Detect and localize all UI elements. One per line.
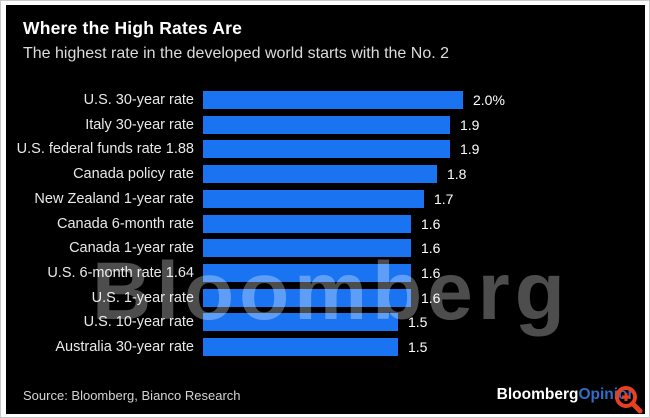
bar — [203, 190, 424, 208]
value-label: 1.6 — [421, 290, 441, 306]
value-label: 1.5 — [408, 314, 428, 330]
category-label: Canada 6-month rate — [56, 216, 194, 232]
bar — [203, 140, 450, 158]
category-label: New Zealand 1-year rate — [34, 191, 194, 207]
category-label: Italy 30-year rate — [85, 117, 194, 133]
category-label: U.S. 6-month rate 1.64 — [47, 265, 194, 281]
value-label: 1.5 — [408, 339, 428, 355]
bar — [203, 91, 463, 109]
bar-row: New Zealand 1-year rate 1.7 — [6, 190, 645, 214]
value-label: 2.0% — [473, 92, 505, 108]
bar-row: U.S. 1-year rate 1.6 — [6, 289, 645, 313]
logo-bloomberg-text: Bloomberg — [496, 386, 579, 403]
bar — [203, 165, 437, 183]
bar-row: Canada 6-month rate 1.6 — [6, 215, 645, 239]
chart-panel: Where the High Rates Are The highest rat… — [6, 5, 645, 414]
value-label: 1.8 — [447, 166, 467, 182]
bar — [203, 116, 450, 134]
value-label: 1.6 — [421, 240, 441, 256]
value-label: 1.6 — [421, 265, 441, 281]
chart-subtitle: The highest rate in the developed world … — [23, 45, 450, 62]
category-label: Canada 1-year rate — [69, 240, 194, 256]
bar-row: Italy 30-year rate 1.9 — [6, 116, 645, 140]
bar-chart: U.S. 30-year rate 2.0% Italy 30-year rat… — [6, 91, 645, 371]
source-note: Source: Bloomberg, Bianco Research — [23, 388, 241, 403]
bar-row: U.S. 10-year rate 1.5 — [6, 313, 645, 337]
zoom-in-button[interactable] — [610, 381, 645, 414]
category-label: U.S. 30-year rate — [83, 92, 194, 108]
category-label: Australia 30-year rate — [55, 339, 194, 355]
category-label: U.S. 1-year rate — [91, 290, 194, 306]
magnifier-plus-icon — [615, 386, 643, 414]
bar-row: U.S. 30-year rate 2.0% — [6, 91, 645, 115]
bar — [203, 289, 411, 307]
bar — [203, 338, 398, 356]
category-label: Canada policy rate — [73, 166, 194, 182]
bar-row: Canada 1-year rate 1.6 — [6, 239, 645, 263]
bar — [203, 215, 411, 233]
bar-row: U.S. 6-month rate 1.64 1.6 — [6, 264, 645, 288]
bar-row: Canada policy rate 1.8 — [6, 165, 645, 189]
bar — [203, 264, 411, 282]
bar — [203, 239, 411, 257]
category-label: U.S. federal funds rate 1.88 — [16, 141, 194, 157]
bar-row: U.S. federal funds rate 1.88 1.9 — [6, 140, 645, 164]
value-label: 1.6 — [421, 216, 441, 232]
bar — [203, 313, 398, 331]
chart-title: Where the High Rates Are — [23, 18, 243, 38]
value-label: 1.7 — [434, 191, 454, 207]
bar-row: Australia 30-year rate 1.5 — [6, 338, 645, 362]
value-label: 1.9 — [460, 141, 480, 157]
category-label: U.S. 10-year rate — [83, 314, 194, 330]
value-label: 1.9 — [460, 117, 480, 133]
